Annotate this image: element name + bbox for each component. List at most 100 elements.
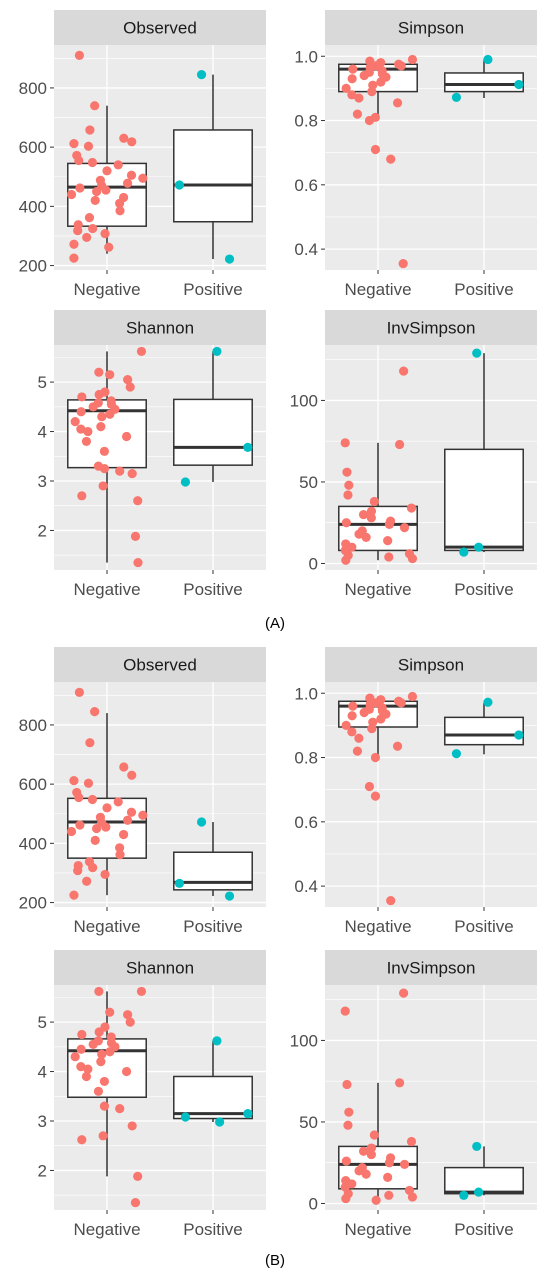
y-tick-label: 800 (19, 79, 47, 98)
data-point (76, 424, 86, 434)
data-point (102, 803, 112, 813)
x-tick-label: Positive (454, 280, 514, 299)
data-point (77, 1135, 87, 1145)
facet-strip (54, 310, 266, 345)
panel-label-b: (B) (265, 1252, 285, 1269)
data-point (407, 54, 418, 65)
facet-A-shannon: Shannon 2 3 4 5 Negative Positive (38, 310, 266, 599)
data-point (99, 464, 110, 474)
data-point (341, 720, 351, 730)
data-point (514, 79, 524, 90)
data-point (74, 792, 84, 803)
data-point (102, 166, 112, 176)
data-point (138, 173, 148, 183)
data-point (98, 481, 108, 491)
data-point (126, 170, 137, 180)
data-point (406, 503, 417, 513)
data-point (367, 87, 377, 97)
data-point (370, 144, 381, 155)
data-point (342, 1079, 352, 1090)
data-point (101, 822, 111, 832)
data-point (115, 1104, 125, 1114)
data-point (75, 183, 85, 193)
data-point (459, 547, 469, 557)
data-point (394, 1078, 405, 1088)
facet-strip-title: Shannon (126, 959, 194, 978)
data-point (115, 198, 125, 208)
x-tick-label: Positive (183, 280, 243, 299)
data-point (386, 154, 396, 164)
data-point (371, 1195, 381, 1205)
box-iqr (444, 1166, 524, 1195)
data-point (104, 242, 114, 252)
data-point (115, 843, 125, 853)
facet-A-simpson: Simpson 0.4 0.6 0.8 1.0 Negative Positive (294, 10, 537, 299)
x-tick-label: Negative (73, 280, 140, 299)
y-tick-label: 100 (290, 391, 318, 410)
facet-A-observed: Observed 200 400 600 800 Negative Positive (19, 10, 266, 299)
data-point (347, 711, 357, 721)
data-point (407, 553, 418, 564)
data-point (212, 1036, 222, 1046)
y-tick-label: 0.4 (294, 240, 318, 259)
data-point (88, 402, 98, 412)
data-point (383, 536, 393, 546)
data-point (127, 1121, 137, 1131)
data-point (384, 1190, 394, 1200)
data-point (125, 382, 135, 392)
facet-strip-title: Observed (123, 19, 197, 38)
data-point (126, 807, 137, 817)
data-point (83, 426, 93, 437)
data-point (361, 1169, 371, 1179)
data-point (347, 90, 357, 100)
data-point (354, 529, 364, 539)
data-point (93, 1086, 104, 1096)
data-point (384, 1158, 394, 1168)
data-point (341, 518, 351, 528)
data-point (87, 794, 98, 805)
box-iqr (173, 851, 253, 891)
data-point (85, 125, 95, 135)
data-point (99, 446, 110, 456)
data-point (87, 157, 98, 168)
y-tick-label: 0.8 (294, 112, 318, 131)
data-point (358, 1146, 369, 1156)
data-point (347, 74, 357, 84)
data-point (451, 92, 462, 102)
data-point (340, 1006, 350, 1016)
data-point (88, 1039, 98, 1049)
data-point (459, 1190, 469, 1200)
y-tick-label: 0 (309, 1194, 318, 1213)
x-tick-label: Negative (344, 580, 411, 599)
data-point (174, 878, 185, 888)
data-point (394, 439, 405, 450)
box-iqr (444, 716, 524, 746)
data-point (81, 1071, 92, 1082)
data-point (115, 466, 125, 476)
box-iqr (444, 72, 524, 93)
data-point (384, 519, 394, 529)
facet-strip (325, 647, 537, 682)
data-point (130, 1197, 141, 1208)
x-tick-label: Positive (183, 580, 243, 599)
x-tick-label: Negative (73, 917, 140, 936)
data-point (123, 815, 133, 825)
facet-strip-title: InvSimpson (387, 319, 476, 338)
data-point (366, 506, 377, 516)
data-point (100, 228, 110, 239)
y-tick-label: 400 (19, 197, 47, 216)
data-point (94, 389, 104, 400)
y-tick-label: 0.8 (294, 749, 318, 768)
data-point (83, 141, 94, 151)
data-point (359, 707, 369, 718)
data-point (83, 778, 94, 788)
y-tick-label: 2 (38, 521, 47, 540)
data-point (90, 707, 100, 717)
data-point (196, 70, 207, 80)
data-point (344, 1107, 354, 1117)
data-point (347, 727, 357, 737)
data-point (123, 1010, 133, 1020)
data-point (119, 762, 129, 772)
data-point (105, 370, 115, 380)
data-point (98, 1131, 108, 1141)
